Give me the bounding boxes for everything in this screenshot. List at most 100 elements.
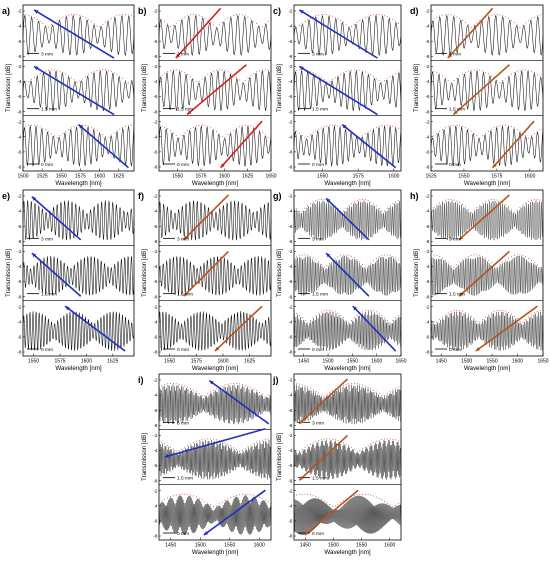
- envelope-dot: [326, 502, 328, 504]
- envelope-dot: [439, 130, 441, 132]
- envelope-dot: [90, 21, 92, 23]
- scale-label: 3 mm: [312, 51, 324, 57]
- envelope-dot: [370, 201, 372, 203]
- envelope-dot: [528, 69, 530, 71]
- envelope-dot: [181, 70, 183, 72]
- spectrum-trace: [158, 200, 272, 241]
- envelope-dot: [125, 80, 126, 82]
- envelope-dot: [513, 315, 515, 317]
- envelope-dot: [122, 77, 124, 79]
- envelope-dot: [195, 81, 197, 83]
- y-tick-label: -2: [288, 433, 293, 438]
- envelope-dot: [436, 16, 438, 18]
- spectrum-trace: [22, 70, 135, 112]
- y-tick-label: -8: [153, 423, 158, 428]
- envelope-dot: [56, 137, 58, 139]
- envelope-dot: [201, 499, 203, 501]
- x-axis-label: Wavelength [nm]: [55, 180, 101, 187]
- envelope-dot: [31, 15, 32, 17]
- envelope-dot: [493, 127, 495, 129]
- envelope-dot: [367, 131, 369, 133]
- scale-label: 3 mm: [449, 51, 461, 57]
- y-tick-label: -6: [153, 279, 158, 284]
- x-tick-label: 1600: [254, 543, 265, 549]
- envelope-dot: [370, 74, 372, 76]
- shift-arrow: [298, 9, 378, 59]
- envelope-dot: [85, 76, 87, 78]
- y-tick-label: -4: [17, 319, 22, 324]
- envelope-dot: [301, 134, 303, 136]
- envelope-dot: [342, 384, 344, 386]
- envelope-dot: [467, 209, 469, 210]
- envelope-dot: [323, 438, 325, 440]
- y-axis-label: Transmisson [dB]: [276, 64, 283, 112]
- x-tick-label: 1600: [371, 359, 382, 365]
- y-tick-label: -2: [425, 249, 430, 254]
- y-axis-label: Transmisson [dB]: [276, 433, 283, 481]
- spectrum-trace: [158, 125, 272, 167]
- envelope-dot: [241, 14, 243, 16]
- envelope-dot: [384, 80, 385, 82]
- envelope-dot: [304, 385, 306, 387]
- arrow-head: [183, 235, 188, 240]
- envelope-dot: [261, 132, 263, 133]
- y-tick-label: -8: [153, 350, 158, 355]
- y-tick-label: -8: [425, 165, 430, 170]
- envelope-dot: [533, 262, 535, 264]
- envelope-dot: [473, 254, 475, 256]
- envelope-dot: [172, 448, 174, 450]
- envelope-dot: [502, 202, 504, 204]
- y-tick-label: -4: [153, 24, 158, 29]
- envelope-dot: [345, 443, 347, 445]
- envelope-dot: [459, 261, 461, 263]
- envelope-dot: [337, 312, 339, 314]
- envelope-dot: [375, 205, 377, 207]
- envelope-dot: [439, 256, 441, 258]
- envelope-dot: [238, 450, 240, 452]
- envelope-dot: [241, 449, 243, 451]
- envelope-dot: [381, 82, 383, 84]
- envelope-dot: [508, 18, 509, 20]
- envelope-dot: [107, 19, 109, 21]
- envelope-dot: [195, 125, 197, 127]
- envelope-dot: [227, 71, 229, 73]
- envelope-dot: [487, 73, 489, 75]
- envelope-dot: [389, 322, 391, 324]
- envelope-dot: [378, 393, 380, 395]
- envelope-dot: [96, 70, 98, 72]
- envelope-dot: [172, 132, 174, 134]
- envelope-dot: [522, 255, 524, 257]
- envelope-dot: [447, 14, 449, 15]
- envelope-dot: [250, 75, 252, 77]
- envelope-dot: [267, 438, 269, 440]
- envelope-dot: [198, 439, 200, 441]
- envelope-dot: [502, 309, 504, 311]
- envelope-dot: [204, 125, 206, 126]
- envelope-dot: [364, 133, 366, 135]
- spectrum-trace: [293, 384, 402, 425]
- envelope-dot: [375, 311, 377, 313]
- envelope-dot: [539, 75, 541, 77]
- envelope-dot: [264, 438, 266, 440]
- envelope-dot: [256, 390, 258, 392]
- envelope-dot: [312, 201, 314, 203]
- envelope-dot: [28, 124, 30, 126]
- envelope-dot: [267, 501, 269, 503]
- envelope-dot: [247, 77, 249, 79]
- shift-arrow: [33, 9, 115, 59]
- envelope-dot: [485, 257, 487, 259]
- envelope-dot: [31, 79, 32, 80]
- envelope-dot: [42, 22, 44, 24]
- envelope-dot: [467, 128, 469, 130]
- envelope-dot: [299, 494, 300, 495]
- arrow-head: [304, 530, 310, 535]
- envelope-dot: [28, 81, 30, 83]
- envelope-dot: [296, 26, 298, 28]
- panel-frame: [158, 373, 272, 541]
- envelope-dot: [473, 209, 475, 211]
- envelope-dot: [453, 310, 455, 312]
- y-tick-label: -4: [288, 134, 293, 139]
- envelope-dot: [342, 500, 344, 502]
- envelope-dot: [198, 497, 200, 499]
- envelope-dot: [215, 69, 217, 71]
